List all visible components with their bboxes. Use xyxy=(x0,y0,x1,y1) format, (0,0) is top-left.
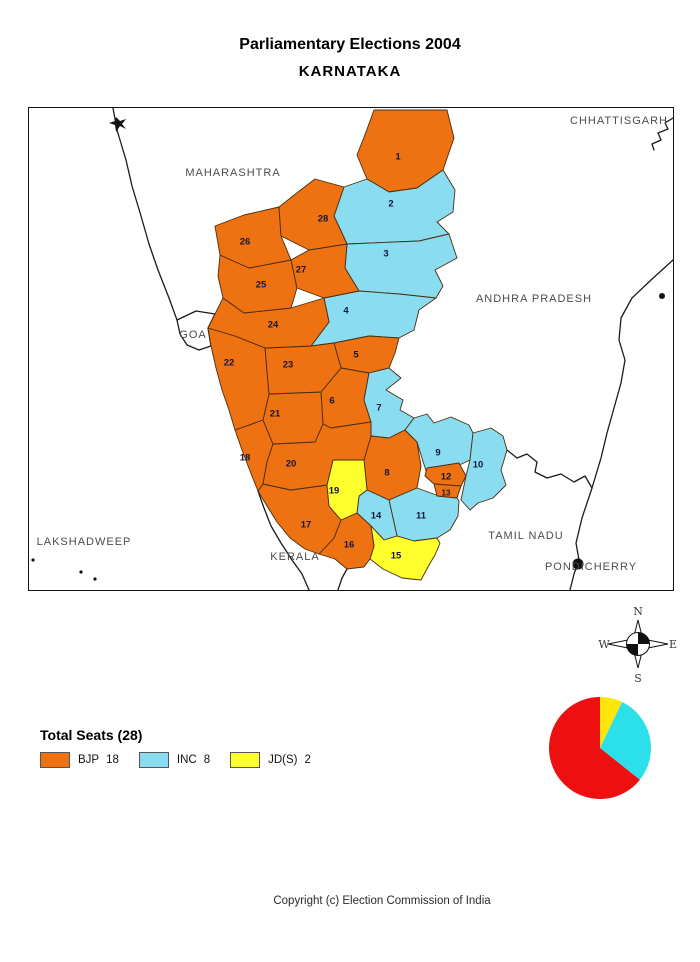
constituency-label-2: 2 xyxy=(388,199,393,210)
legend-party-label: JD(S) xyxy=(268,754,298,766)
map-legend: Total Seats (28) BJP 18 INC 8 JD(S) 2 xyxy=(40,727,311,768)
constituency-label-14: 14 xyxy=(371,511,382,522)
constituency-label-25: 25 xyxy=(256,280,267,291)
west-coastline xyxy=(112,108,178,321)
constituency-19 xyxy=(326,459,368,521)
constituency-28 xyxy=(278,178,348,251)
state-label-andhra-pradesh: ANDHRA PRADESH xyxy=(476,293,592,305)
kerala-tamilnadu-border xyxy=(337,568,348,590)
legend-item-bjp: BJP 18 xyxy=(40,752,119,768)
constituency-label-19: 19 xyxy=(329,486,340,497)
compass-hub-sw-quadrant xyxy=(626,644,638,656)
constituency-label-13: 13 xyxy=(442,489,451,498)
constituency-label-23: 23 xyxy=(283,360,294,371)
constituency-label-26: 26 xyxy=(240,237,251,248)
constituency-label-6: 6 xyxy=(329,396,334,407)
compass-hub-ne-quadrant xyxy=(638,632,650,644)
constituency-label-24: 24 xyxy=(268,320,279,331)
state-label-lakshadweep: LAKSHADWEEP xyxy=(37,536,132,548)
jds-color-swatch xyxy=(230,752,261,768)
constituency-label-15: 15 xyxy=(391,551,402,562)
karnataka-map-svg: MAHARASHTRA CHHATTISGARH ANDHRA PRADESH GOA… xyxy=(31,108,673,590)
constituency-label-3: 3 xyxy=(383,249,388,260)
constituency-5 xyxy=(333,335,400,374)
constituency-9 xyxy=(404,413,474,475)
seat-share-pie-chart xyxy=(548,696,652,800)
constituency-label-27: 27 xyxy=(296,265,307,276)
constituency-label-21: 21 xyxy=(270,409,281,420)
constituency-label-18: 18 xyxy=(240,453,251,464)
state-label-tamil-nadu: TAMIL NADU xyxy=(488,530,563,542)
pie-slice-jds xyxy=(600,697,623,748)
constituency-label-5: 5 xyxy=(353,350,359,361)
constituency-label-22: 22 xyxy=(224,358,235,369)
legend-party-label: INC xyxy=(176,754,197,766)
island-marker xyxy=(93,577,97,581)
state-label-pondicherry: PONDICHERRY xyxy=(545,561,637,573)
compass-label-s: S xyxy=(634,672,642,684)
constituency-label-16: 16 xyxy=(344,540,355,551)
city-marker-east-coast xyxy=(659,293,665,299)
constituency-label-17: 17 xyxy=(301,520,312,531)
bjp-color-swatch xyxy=(40,752,70,768)
east-coastline xyxy=(569,259,673,590)
kerala-coastline xyxy=(257,490,310,590)
constituency-13 xyxy=(433,483,462,499)
legend-title: Total Seats (28) xyxy=(40,727,143,743)
pie-slice-inc xyxy=(600,702,651,780)
compass-rose: N E S W xyxy=(598,604,678,685)
map-frame: MAHARASHTRA CHHATTISGARH ANDHRA PRADESH GOA… xyxy=(28,107,674,591)
copyright-text: Copyright (c) Election Commission of Ind… xyxy=(273,895,491,907)
legend-item-inc: INC 8 xyxy=(138,752,211,768)
constituency-label-10: 10 xyxy=(473,460,484,471)
legend-seat-count: 2 xyxy=(304,754,311,766)
compass-label-n: N xyxy=(633,605,643,618)
city-marker-mumbai xyxy=(109,117,126,132)
constituency-label-7: 7 xyxy=(376,403,381,414)
legend-party-label: BJP xyxy=(78,754,100,766)
legend-item-jds: JD(S) 2 xyxy=(230,752,311,768)
chhattisgarh-border xyxy=(651,117,673,151)
constituency-label-12: 12 xyxy=(441,472,452,483)
pie-slice-bjp xyxy=(548,697,640,799)
legend-seat-count: 18 xyxy=(106,754,119,766)
page-title: Parliamentary Elections 2004 xyxy=(239,36,461,53)
state-label-goa: GOA xyxy=(179,329,206,341)
legend-seat-count: 8 xyxy=(203,754,211,766)
constituency-label-8: 8 xyxy=(384,468,389,479)
compass-label-e: E xyxy=(669,638,677,651)
constituency-label-9: 9 xyxy=(435,448,440,459)
state-label-maharashtra: MAHARASHTRA xyxy=(185,167,280,179)
constituency-15 xyxy=(369,525,441,581)
state-label-chhattisgarh: CHHATTISGARH xyxy=(570,115,668,127)
constituency-label-20: 20 xyxy=(286,459,297,470)
andhra-tamilnadu-border xyxy=(506,449,593,489)
city-marker-pondicherry xyxy=(572,558,584,570)
constituency-label-28: 28 xyxy=(318,214,329,225)
inc-color-swatch xyxy=(138,752,169,768)
constituency-label-1: 1 xyxy=(395,152,401,163)
page-subtitle: KARNATAKA xyxy=(298,63,402,80)
constituency-label-4: 4 xyxy=(343,306,349,317)
island-marker xyxy=(31,558,35,562)
state-label-kerala: KERALA xyxy=(270,551,319,563)
compass-label-w: W xyxy=(598,638,610,651)
island-marker xyxy=(79,570,83,574)
legend-row: BJP 18 INC 8 JD(S) 2 xyxy=(40,752,311,768)
constituency-3 xyxy=(344,233,458,299)
constituency-label-11: 11 xyxy=(416,511,427,522)
